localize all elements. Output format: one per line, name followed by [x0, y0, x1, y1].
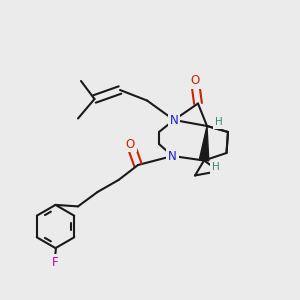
Text: N: N	[169, 113, 178, 127]
Text: H: H	[214, 117, 222, 128]
Text: F: F	[52, 256, 59, 269]
Text: O: O	[190, 74, 200, 88]
Text: O: O	[126, 137, 135, 151]
Text: N: N	[168, 149, 177, 163]
Text: H: H	[212, 162, 220, 172]
Polygon shape	[199, 126, 209, 161]
